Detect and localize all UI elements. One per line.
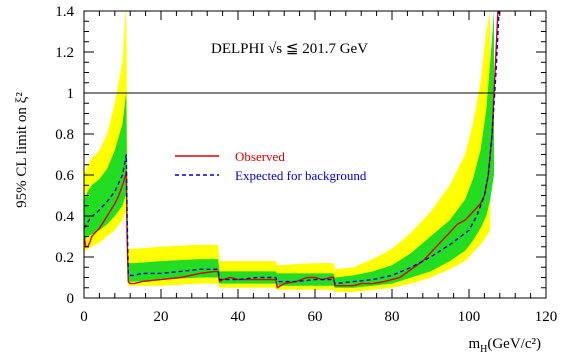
x-axis-label-symbol: m (468, 336, 480, 352)
y-tick-label: 0.4 (55, 209, 74, 225)
y-tick-label: 0.6 (55, 168, 74, 184)
series-observed-line (84, 11, 499, 289)
y-tick-label: 1 (67, 86, 75, 102)
y-tick-label: 0 (67, 291, 75, 307)
x-tick-label: 120 (535, 309, 558, 325)
x-axis: 0 20 40 60 80 100 120 (80, 11, 557, 325)
y-axis-label: 95% CL limit on ξ² (14, 92, 30, 208)
x-tick-label: 0 (80, 309, 88, 325)
x-axis-label: mH(GeV/c²) (468, 336, 541, 355)
series-expected-line (84, 11, 500, 285)
chart-title: DELPHI √s ≦ 201.7 GeV (211, 41, 368, 57)
x-tick-label: 60 (308, 309, 323, 325)
x-tick-label: 40 (231, 309, 246, 325)
x-axis-label-subscript: H (480, 344, 487, 355)
y-tick-label: 0.2 (55, 250, 74, 266)
x-axis-label-unit: (GeV/c²) (487, 336, 541, 352)
legend-expected-label: Expected for background (235, 168, 367, 183)
x-tick-label: 80 (385, 309, 400, 325)
legend: Observed Expected for background (175, 149, 367, 183)
series-lines (84, 11, 500, 289)
y-tick-label: 1.4 (55, 4, 74, 20)
band-2sigma (84, 11, 491, 292)
x-tick-label: 100 (458, 309, 481, 325)
y-tick-label: 0.8 (55, 127, 74, 143)
legend-observed-label: Observed (235, 149, 285, 164)
y-tick-label: 1.2 (55, 45, 74, 61)
x-tick-label: 20 (154, 309, 169, 325)
y-axis: 0 0.2 0.4 0.6 0.8 1 1.2 1.4 (55, 4, 546, 307)
uncertainty-bands (84, 11, 494, 292)
